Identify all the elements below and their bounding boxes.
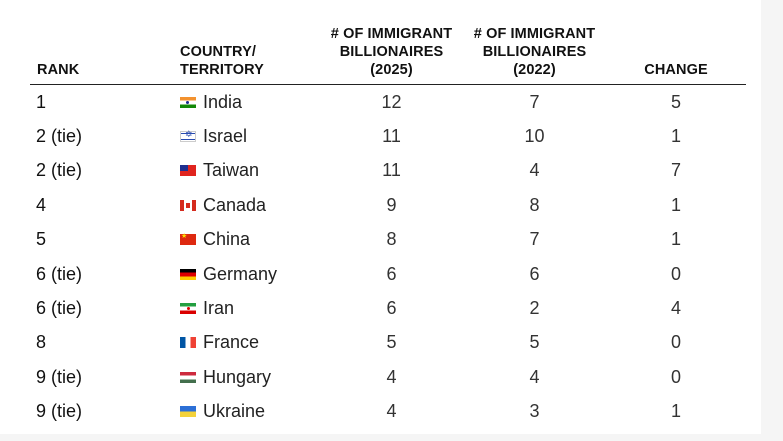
change-cell: 1 <box>670 401 681 422</box>
change-cell: 1 <box>670 194 681 215</box>
count-2025-cell: 9 <box>386 194 397 215</box>
country-cell: India <box>180 92 320 113</box>
immigrant-billionaires-table: RANK COUNTRY/ TERRITORY # OF IMMIGRANT B… <box>30 20 746 429</box>
table-row: 2 (tie) Taiwan 11 4 7 <box>30 154 746 188</box>
change-cell: 0 <box>670 366 681 387</box>
count-2025-cell: 4 <box>386 401 397 422</box>
count-2022-cell: 3 <box>529 401 540 422</box>
count-2022-cell: 7 <box>529 229 540 250</box>
rank-cell: 9 (tie) <box>36 366 83 387</box>
country-name: Canada <box>203 194 267 215</box>
rank-cell: 4 <box>36 194 47 215</box>
country-cell: Israel <box>180 126 320 147</box>
table-row: 1 India 12 7 5 <box>30 85 746 119</box>
change-cell: 5 <box>670 91 681 112</box>
country-cell: China <box>180 229 320 250</box>
change-cell: 7 <box>670 160 681 181</box>
change-cell: 4 <box>670 298 681 319</box>
count-2025-cell: 6 <box>386 298 397 319</box>
header-2022-line1: # OF IMMIGRANT <box>473 26 596 42</box>
header-country: COUNTRY/ TERRITORY <box>180 43 320 79</box>
table-row: 5 China 8 7 1 <box>30 223 746 257</box>
count-2025-cell: 5 <box>386 332 397 353</box>
table-row: 4 Canada 9 8 1 <box>30 188 746 222</box>
rank-cell: 6 (tie) <box>36 298 83 319</box>
china-flag-icon <box>180 232 196 246</box>
country-name: France <box>203 332 260 353</box>
table-row: 9 (tie) Hungary 4 4 0 <box>30 360 746 394</box>
country-name: Taiwan <box>203 160 260 181</box>
header-change-label: CHANGE <box>644 62 708 78</box>
header-2025-line2: BILLIONAIRES <box>339 44 444 60</box>
header-change: CHANGE <box>606 61 746 79</box>
table-row: 6 (tie) Iran 6 2 4 <box>30 291 746 325</box>
germany-flag-icon <box>180 268 196 280</box>
count-2025-cell: 6 <box>386 263 397 284</box>
header-country-line2: TERRITORY <box>180 62 264 78</box>
country-name: China <box>203 229 251 250</box>
table-row: 9 (tie) Ukraine 4 3 1 <box>30 395 746 429</box>
header-billionaires-2025: # OF IMMIGRANT BILLIONAIRES (2025) <box>320 25 463 79</box>
rank-cell: 8 <box>36 332 47 353</box>
country-cell: Hungary <box>180 367 320 388</box>
header-billionaires-2022: # OF IMMIGRANT BILLIONAIRES (2022) <box>463 25 606 79</box>
count-2022-cell: 4 <box>529 366 540 387</box>
count-2022-cell: 7 <box>529 91 540 112</box>
rank-cell: 2 (tie) <box>36 160 83 181</box>
iran-flag-icon <box>180 303 196 315</box>
table-header-row: RANK COUNTRY/ TERRITORY # OF IMMIGRANT B… <box>30 20 746 85</box>
table-row: 6 (tie) Germany 6 6 0 <box>30 257 746 291</box>
change-cell: 1 <box>670 126 681 147</box>
rank-cell: 9 (tie) <box>36 401 83 422</box>
header-rank-label: RANK <box>37 62 80 78</box>
count-2022-cell: 6 <box>529 263 540 284</box>
country-cell: Ukraine <box>180 401 320 422</box>
table-row: 8 France 5 5 0 <box>30 326 746 360</box>
country-name: Ukraine <box>203 401 266 422</box>
rank-cell: 6 (tie) <box>36 263 83 284</box>
taiwan-flag-icon <box>180 165 196 177</box>
country-name: Israel <box>203 126 248 147</box>
header-2025-line1: # OF IMMIGRANT <box>330 26 453 42</box>
france-flag-icon <box>180 337 196 349</box>
table-card: RANK COUNTRY/ TERRITORY # OF IMMIGRANT B… <box>0 0 761 434</box>
count-2022-cell: 10 <box>524 126 545 147</box>
count-2025-cell: 11 <box>382 160 401 181</box>
country-name: Hungary <box>203 366 272 387</box>
country-cell: Canada <box>180 195 320 216</box>
count-2025-cell: 12 <box>381 91 402 112</box>
table-row: 2 (tie) Israel 11 10 1 <box>30 119 746 153</box>
count-2022-cell: 8 <box>529 194 540 215</box>
change-cell: 0 <box>670 332 681 353</box>
india-flag-icon <box>180 96 196 108</box>
country-cell: Germany <box>180 264 320 285</box>
country-name: Iran <box>203 298 235 319</box>
rank-cell: 1 <box>36 91 47 112</box>
header-country-line1: COUNTRY/ <box>180 44 256 60</box>
header-2022-line2: BILLIONAIRES <box>482 44 587 60</box>
count-2022-cell: 5 <box>529 332 540 353</box>
change-cell: 0 <box>670 263 681 284</box>
rank-cell: 2 (tie) <box>36 126 83 147</box>
count-2025-cell: 4 <box>386 366 397 387</box>
country-cell: Iran <box>180 298 320 319</box>
israel-flag-icon <box>180 130 196 143</box>
hungary-flag-icon <box>180 371 196 383</box>
canada-flag-icon <box>180 199 196 211</box>
country-cell: Taiwan <box>180 160 320 181</box>
country-name: India <box>203 91 243 112</box>
count-2025-cell: 11 <box>382 126 401 147</box>
count-2022-cell: 2 <box>529 298 540 319</box>
country-cell: France <box>180 332 320 353</box>
header-2022-line3: (2022) <box>513 62 556 78</box>
rank-cell: 5 <box>36 229 47 250</box>
count-2022-cell: 4 <box>529 160 540 181</box>
ukraine-flag-icon <box>180 406 196 418</box>
header-rank: RANK <box>30 61 180 79</box>
header-2025-line3: (2025) <box>370 62 413 78</box>
count-2025-cell: 8 <box>386 229 397 250</box>
country-name: Germany <box>203 263 278 284</box>
change-cell: 1 <box>670 229 681 250</box>
